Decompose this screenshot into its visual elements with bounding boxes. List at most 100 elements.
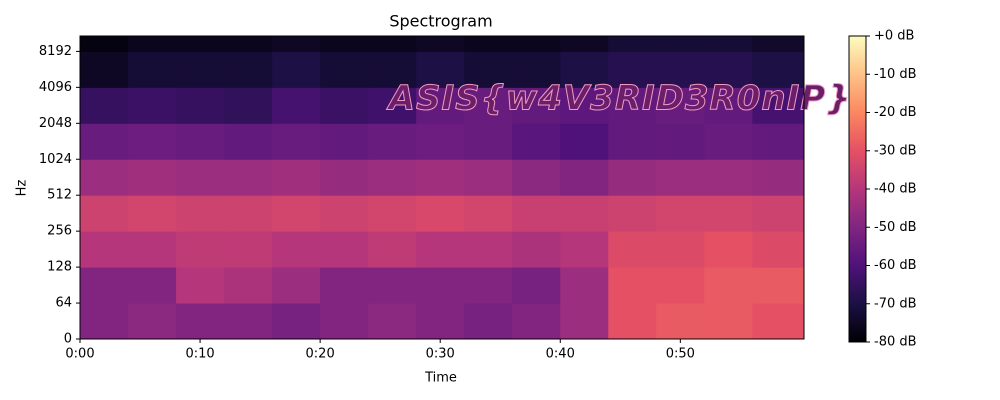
heat-cell bbox=[176, 303, 225, 340]
heat-cell bbox=[128, 159, 177, 196]
heat-cell bbox=[272, 159, 321, 196]
heat-cell bbox=[560, 195, 609, 232]
heat-cell bbox=[320, 231, 369, 268]
heat-cell bbox=[608, 303, 657, 340]
heat-cell bbox=[608, 51, 657, 88]
heat-cell bbox=[368, 87, 417, 124]
heat-cell bbox=[464, 303, 513, 340]
x-tick-label: 0:00 bbox=[65, 347, 94, 362]
heat-cell bbox=[80, 87, 129, 124]
y-tick-label: 4096 bbox=[39, 80, 72, 95]
heat-cell bbox=[704, 87, 753, 124]
x-tick-label: 0:40 bbox=[546, 347, 575, 362]
heat-cell bbox=[704, 123, 753, 160]
heat-cell bbox=[176, 123, 225, 160]
y-tick-label: 128 bbox=[47, 260, 72, 275]
heat-cell bbox=[704, 195, 753, 232]
heat-cell bbox=[272, 231, 321, 268]
x-tick-label: 0:20 bbox=[306, 347, 335, 362]
heat-cell bbox=[656, 123, 705, 160]
colorbar-tick-label: +0 dB bbox=[874, 29, 914, 44]
heat-cell bbox=[320, 195, 369, 232]
heat-cell bbox=[464, 231, 513, 268]
chart-title: Spectrogram bbox=[389, 12, 492, 31]
heat-cell bbox=[320, 123, 369, 160]
heat-cell bbox=[128, 87, 177, 124]
heat-cell bbox=[704, 303, 753, 340]
heat-cell bbox=[416, 231, 465, 268]
heat-cell bbox=[512, 231, 561, 268]
heat-cell bbox=[608, 87, 657, 124]
heat-cell bbox=[416, 87, 465, 124]
colorbar-tick-label: -20 dB bbox=[874, 105, 917, 120]
colorbar-tick-label: -30 dB bbox=[874, 143, 917, 158]
heat-cell bbox=[656, 195, 705, 232]
x-tick-label: 0:10 bbox=[185, 347, 214, 362]
heat-cell bbox=[128, 36, 177, 52]
heat-cell bbox=[752, 36, 805, 52]
heat-cell bbox=[752, 267, 805, 304]
colorbar-tick-label: -70 dB bbox=[874, 296, 917, 311]
heat-cell bbox=[512, 303, 561, 340]
heat-cell bbox=[176, 231, 225, 268]
heat-cell bbox=[80, 159, 129, 196]
heat-cell bbox=[560, 159, 609, 196]
heat-cell bbox=[416, 51, 465, 88]
heat-cell bbox=[656, 87, 705, 124]
heat-cell bbox=[560, 303, 609, 340]
heat-cell bbox=[656, 303, 705, 340]
heat-cell bbox=[608, 159, 657, 196]
heat-cell bbox=[368, 159, 417, 196]
colorbar-tick-label: -60 dB bbox=[874, 258, 917, 273]
heat-cell bbox=[128, 231, 177, 268]
heat-cell bbox=[512, 51, 561, 88]
heat-cell bbox=[608, 123, 657, 160]
heat-cell bbox=[560, 123, 609, 160]
heat-cell bbox=[512, 195, 561, 232]
y-axis-label: Hz bbox=[15, 180, 30, 197]
heat-cell bbox=[320, 87, 369, 124]
heat-cell bbox=[704, 231, 753, 268]
heat-cell bbox=[416, 159, 465, 196]
heat-cell bbox=[608, 231, 657, 268]
heat-cell bbox=[272, 87, 321, 124]
heat-cell bbox=[80, 195, 129, 232]
heat-cell bbox=[272, 195, 321, 232]
heat-cell bbox=[464, 195, 513, 232]
heat-cell bbox=[512, 36, 561, 52]
heat-cell bbox=[464, 36, 513, 52]
heat-cell bbox=[464, 123, 513, 160]
heat-cell bbox=[224, 123, 273, 160]
x-tick-label: 0:30 bbox=[426, 347, 455, 362]
colorbar bbox=[848, 35, 867, 343]
heat-cell bbox=[656, 51, 705, 88]
heat-cell bbox=[224, 159, 273, 196]
heat-cell bbox=[512, 159, 561, 196]
heat-cell bbox=[224, 36, 273, 52]
colorbar-tick-label: -40 dB bbox=[874, 182, 917, 197]
heat-cell bbox=[176, 36, 225, 52]
x-tick-label: 0:50 bbox=[666, 347, 695, 362]
heat-cell bbox=[368, 36, 417, 52]
heat-cell bbox=[560, 36, 609, 52]
heat-cell bbox=[224, 195, 273, 232]
heat-cell bbox=[656, 231, 705, 268]
heat-cell bbox=[320, 303, 369, 340]
heat-cell bbox=[128, 303, 177, 340]
heat-cell bbox=[320, 51, 369, 88]
heat-cell bbox=[224, 51, 273, 88]
heat-cell bbox=[560, 51, 609, 88]
heat-cell bbox=[272, 123, 321, 160]
heat-cell bbox=[560, 87, 609, 124]
heat-cell bbox=[512, 123, 561, 160]
heat-cell bbox=[224, 231, 273, 268]
heat-cell bbox=[176, 159, 225, 196]
heat-cell bbox=[320, 36, 369, 52]
heat-cell bbox=[752, 231, 805, 268]
heat-cell bbox=[560, 231, 609, 268]
heat-cell bbox=[752, 159, 805, 196]
heat-cell bbox=[416, 36, 465, 52]
heat-cell bbox=[80, 231, 129, 268]
heat-cell bbox=[656, 267, 705, 304]
